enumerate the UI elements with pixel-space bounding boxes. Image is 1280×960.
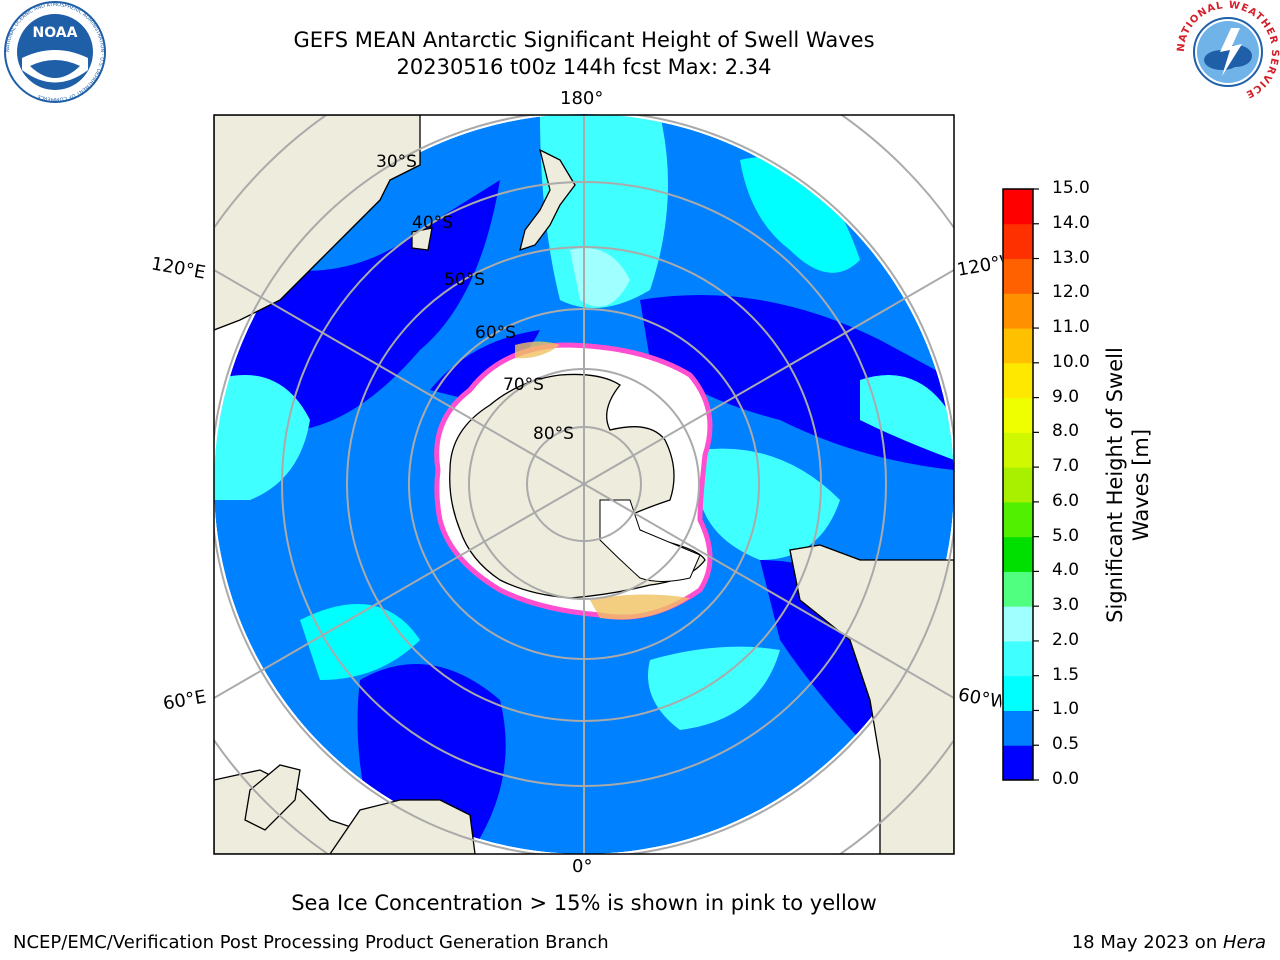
- lat-label-70s: 70°S: [503, 375, 544, 395]
- swell-zone-mid: [214, 375, 310, 500]
- colorbar-tick-label: 15.0: [1052, 178, 1090, 198]
- sea-ice-caption: Sea Ice Concentration > 15% is shown in …: [291, 891, 877, 915]
- colorbar-tick-label: 14.0: [1052, 212, 1090, 233]
- colorbar-swatch: [1003, 606, 1033, 642]
- colorbar-tick-label: 13.0: [1052, 247, 1090, 268]
- swell-zone-mid: [740, 157, 860, 273]
- lat-label-30s: 30°S: [376, 152, 417, 172]
- swell-zone-low: [430, 330, 540, 400]
- footer-host: Hera: [1222, 932, 1266, 953]
- land-new-zealand: [519, 148, 576, 251]
- colorbar-swatch: [1003, 432, 1033, 468]
- noaa-logo: NOAA NATIONAL OCEANIC AND ATMOSPHERIC AD…: [4, 1, 106, 103]
- colorbar-tick-label: 5.0: [1052, 525, 1080, 546]
- colorbar-tick-label: 6.0: [1052, 490, 1080, 511]
- colorbar-swatch: [1003, 189, 1033, 225]
- swell-zone-mid: [700, 448, 840, 560]
- land-tasmania: [411, 227, 433, 251]
- colorbar-tick-label: 7.0: [1052, 456, 1080, 477]
- lat-label-50s: 50°S: [444, 270, 485, 290]
- nws-logo: NATIONAL WEATHER SERVICE: [1176, 0, 1279, 100]
- sea-ice-band: [590, 594, 690, 620]
- colorbar-tick-label: 4.0: [1052, 560, 1080, 581]
- colorbar-tick-label: 10.0: [1052, 351, 1090, 372]
- swell-zone-mid: [648, 646, 780, 730]
- colorbar-swatch: [1003, 745, 1033, 781]
- colorbar-swatch: [1003, 536, 1033, 572]
- swell-zone-mid: [860, 375, 954, 460]
- lon-label-180: 180°: [560, 88, 604, 109]
- footer-date: 18 May 2023 on: [1071, 932, 1223, 953]
- colorbar-swatch: [1003, 258, 1033, 294]
- colorbar-tick-label: 2.0: [1052, 629, 1080, 650]
- footer-left: NCEP/EMC/Verification Post Processing Pr…: [13, 932, 609, 953]
- colorbar-label: Significant Height of Swell Waves [m]: [1103, 347, 1153, 623]
- colorbar-tick-label: 1.5: [1052, 664, 1080, 685]
- colorbar-tick-label: 8.0: [1052, 421, 1080, 442]
- ice-shelf: [599, 499, 701, 582]
- colorbar-tick-label: 9.0: [1052, 386, 1080, 407]
- colorbar-tick-label: 0.0: [1052, 769, 1080, 789]
- colorbar-swatch: [1003, 328, 1033, 364]
- sea-ice-band: [515, 341, 560, 359]
- colorbar-swatch: [1003, 640, 1033, 677]
- swell-zone-mid: [300, 604, 420, 680]
- colorbar-tick-label: 3.0: [1052, 595, 1080, 616]
- colorbar-swatch: [1003, 397, 1033, 433]
- colorbar-tick-label: 12.0: [1052, 282, 1090, 303]
- lon-label-0: 0°: [572, 856, 593, 877]
- chart-title: GEFS MEAN Antarctic Significant Height o…: [293, 28, 875, 52]
- colorbar-swatch: [1003, 223, 1033, 260]
- colorbar-swatch: [1003, 571, 1033, 607]
- lat-label-80s: 80°S: [533, 424, 574, 444]
- colorbar-tick-label: 1.0: [1052, 699, 1080, 720]
- colorbar-swatch: [1003, 293, 1033, 329]
- colorbar-tick-label: 0.5: [1052, 734, 1080, 755]
- chart-subtitle: 20230516 t00z 144h fcst Max: 2.34: [396, 55, 772, 79]
- graticule: [214, 115, 954, 854]
- footer-right: 18 May 2023 on Hera: [1072, 932, 1266, 953]
- colorbar-swatch: [1003, 362, 1033, 399]
- noaa-logo-text: NOAA: [33, 25, 78, 41]
- colorbar-tick-label: 11.0: [1052, 317, 1090, 338]
- colorbar-swatch: [1003, 501, 1033, 538]
- lat-label-40s: 40°S: [412, 213, 453, 233]
- colorbar-swatch: [1003, 710, 1033, 746]
- colorbar-swatch: [1003, 467, 1033, 503]
- colorbar-swatch: [1003, 675, 1033, 711]
- lat-label-60s: 60°S: [475, 323, 516, 343]
